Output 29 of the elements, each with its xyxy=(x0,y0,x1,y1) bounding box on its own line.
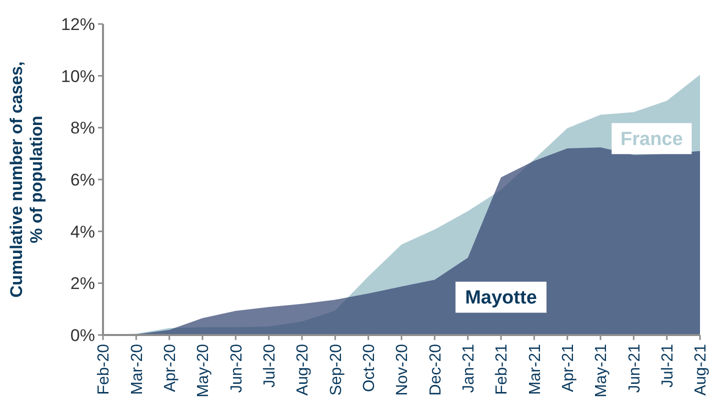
x-tick-label: Mar-20 xyxy=(128,344,146,395)
x-tick-label: Jul-21 xyxy=(659,344,676,388)
x-tick-label: Jun-21 xyxy=(626,344,644,393)
x-tick-label: Jul-20 xyxy=(261,344,278,388)
x-tick-label: Jun-20 xyxy=(228,344,246,393)
x-tick-label: Oct-20 xyxy=(360,344,378,392)
y-tick-label: 8% xyxy=(70,118,95,138)
x-tick-label: Feb-21 xyxy=(494,344,511,395)
series-label: France xyxy=(620,129,683,150)
y-axis-title: Cumulative number of cases, % of population xyxy=(7,61,46,298)
series-label: Mayotte xyxy=(465,288,537,309)
x-tick-label: May-21 xyxy=(593,344,610,398)
x-tick-label: Mar-21 xyxy=(526,344,544,395)
x-tick-label: Aug-20 xyxy=(294,344,312,396)
y-tick-label: 10% xyxy=(60,66,95,86)
y-tick-label: 6% xyxy=(70,170,95,190)
x-tick-label: Feb-20 xyxy=(96,344,113,395)
x-tick-label: Sep-20 xyxy=(328,344,345,396)
x-tick-label: Apr-20 xyxy=(162,344,179,392)
x-tick-label: Apr-21 xyxy=(560,344,577,392)
y-tick-label: 4% xyxy=(70,222,95,242)
x-tick-label: Jan-21 xyxy=(460,344,478,393)
x-tick-label: Aug-21 xyxy=(692,344,710,396)
y-tick-label: 12% xyxy=(60,14,95,34)
y-tick-label: 2% xyxy=(70,274,95,294)
x-tick-label: Nov-20 xyxy=(394,344,412,396)
x-tick-label: May-20 xyxy=(195,344,212,398)
x-tick-label: Dec-20 xyxy=(427,344,444,396)
y-tick-label: 0% xyxy=(70,326,95,345)
